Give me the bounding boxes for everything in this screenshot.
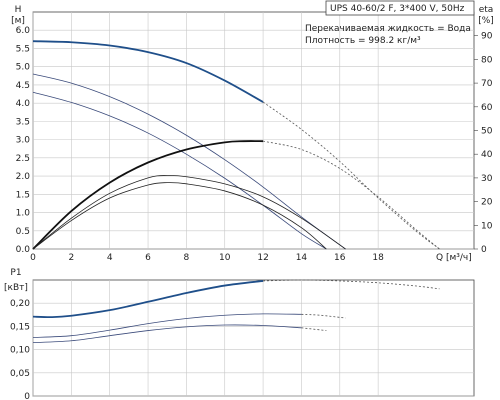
h-tick-label-4: 2.0	[16, 172, 31, 182]
x-tick-label-5: 10	[219, 253, 231, 263]
h-tick-label-3: 1.5	[16, 190, 30, 200]
x-tick-label-0: 0	[30, 253, 36, 263]
top-series-line-3	[32, 91, 327, 250]
head-efficiency-plot: 0 2 4 6 8 10 12 14 16 18 0.0 0.5 1.0 1.5 2.0 2.5 3.0 3.5 4…	[11, 0, 494, 263]
bottom-series-line-4	[32, 324, 302, 344]
h-axis-title: H	[15, 5, 22, 15]
eta-tick-label-6: 60	[481, 103, 493, 113]
top-series-line-6	[32, 175, 346, 250]
h-tick-label-2: 1.0	[16, 209, 31, 219]
h-tick-label-12: 6.0	[16, 26, 31, 36]
chart-title: UPS 40-60/2 F, 3*400 V, 50Hz	[330, 4, 465, 14]
eta-tick-label-8: 80	[481, 55, 493, 65]
h-tick-label-1: 0.5	[16, 227, 30, 237]
fluid-note-1: Плотность = 998.2 кг/м³	[305, 36, 421, 46]
h-tick-label-10: 5.0	[16, 63, 31, 73]
p1-axis-unit: [кВт]	[4, 283, 28, 293]
x-tick-label-4: 8	[184, 253, 190, 263]
x-tick-label-3: 6	[145, 253, 151, 263]
eta-tick-label-1: 10	[481, 221, 493, 231]
eta-tick-label-3: 30	[481, 174, 493, 184]
eta-tick-label-4: 40	[481, 150, 493, 160]
h-tick-label-7: 3.5	[16, 117, 30, 127]
x-tick-label-8: 16	[334, 253, 346, 263]
p1-axis-title: P1	[10, 268, 21, 278]
p1-tick-label-0: 0	[24, 392, 30, 400]
h-tick-label-0: 0.0	[16, 245, 31, 255]
x-tick-label-6: 12	[257, 253, 268, 263]
p1-tick-label-1: 0,05	[10, 369, 30, 379]
x-tick-label-7: 14	[296, 253, 308, 263]
top-series-line-2	[32, 73, 346, 250]
bottom-plot-frame	[32, 279, 475, 397]
bottom-series-line-5	[301, 327, 327, 331]
p1-tick-label-4: 0,20	[10, 299, 30, 309]
top-series-line-5	[263, 140, 440, 250]
eta-tick-label-5: 50	[481, 127, 493, 137]
top-series-line-7	[32, 182, 327, 250]
h-tick-label-6: 3.0	[16, 136, 31, 146]
top-series-line-4	[32, 140, 264, 250]
power-plot: 0 0,05 0,10 0,15 0,20 P1 [кВт]	[4, 268, 475, 400]
top-plot-frame	[32, 11, 475, 250]
top-series-line-1	[262, 101, 440, 250]
x-tick-label-2: 4	[107, 253, 113, 263]
bottom-series-line-1	[263, 279, 440, 290]
eta-tick-label-2: 20	[481, 198, 493, 208]
x-tick-label-1: 2	[68, 253, 74, 263]
eta-axis-unit: [%]	[478, 16, 494, 26]
bottom-series-line-3	[301, 313, 346, 319]
h-tick-label-9: 4.5	[16, 81, 30, 91]
eta-tick-label-7: 70	[481, 79, 493, 89]
bottom-series-line-0	[32, 280, 264, 319]
h-tick-label-11: 5.5	[16, 44, 30, 54]
top-series-line-0	[32, 40, 264, 103]
eta-tick-label-0: 0	[481, 245, 487, 255]
eta-tick-label-9: 90	[481, 32, 493, 42]
p1-tick-label-3: 0,15	[10, 322, 30, 332]
title-box	[325, 0, 475, 16]
fluid-note-0: Перекачиваемая жидкость = Вода	[305, 24, 471, 34]
p1-tick-label-2: 0,10	[10, 346, 30, 356]
h-tick-label-8: 4.0	[16, 99, 31, 109]
h-tick-label-5: 2.5	[16, 154, 30, 164]
bottom-series-line-2	[32, 313, 302, 338]
x-tick-label-9: 18	[372, 253, 384, 263]
x-axis-title: Q [м³/ч]	[436, 253, 472, 263]
eta-axis-title: eta	[479, 5, 494, 15]
h-axis-unit: [м]	[11, 16, 25, 26]
